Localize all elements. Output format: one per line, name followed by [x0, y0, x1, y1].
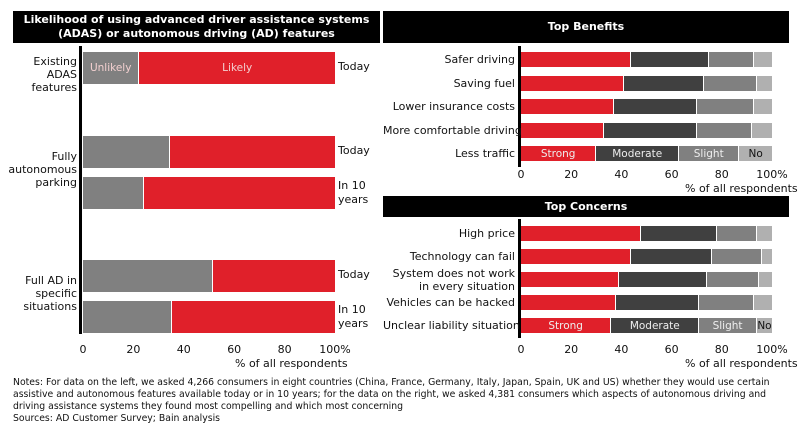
x-tick-label: 0: [517, 343, 525, 356]
category-label: High price: [458, 227, 515, 240]
x-tick-label: 60: [227, 343, 242, 356]
bar-slight: [696, 99, 754, 114]
bar-strong: [521, 226, 641, 241]
category-label: Lower insurance costs: [392, 100, 515, 113]
concerns-y-axis: [518, 219, 521, 338]
concerns-title: Top Concerns: [383, 196, 789, 217]
left-category-label: Existing ADAS features: [31, 55, 77, 94]
bar-strong: [521, 295, 616, 310]
bar-unlikely: [83, 177, 144, 209]
x-tick-label: 100%: [756, 343, 788, 356]
bar-slight: [716, 226, 756, 241]
bar-slight: [696, 122, 751, 138]
x-axis-label: % of all respondents: [685, 357, 798, 370]
notes-text: Notes: For data on the left, we asked 4,…: [13, 377, 770, 412]
bar-likely: [172, 301, 335, 333]
sources-text: Sources: AD Customer Survey; Bain analys…: [13, 413, 221, 424]
bar-moderate: [616, 295, 699, 310]
benefits-y-axis: [518, 46, 521, 167]
bar-moderate: [641, 226, 716, 241]
bar-no: [751, 122, 772, 138]
bar-moderate: Moderate: [611, 318, 699, 333]
category-label: Vehicles can be hacked: [386, 296, 515, 309]
bar-moderate: [631, 52, 709, 67]
category-label: System does not work in every situation: [392, 267, 515, 293]
category-label: Saving fuel: [453, 76, 515, 90]
x-tick-label: 0: [79, 343, 87, 356]
category-label: Safer driving: [444, 53, 515, 66]
bar-moderate: Moderate: [596, 146, 679, 161]
bar-unlikely: Unlikely: [83, 52, 139, 84]
x-tick-label: 100%: [319, 343, 351, 356]
bar-no: [761, 249, 772, 264]
category-label: Less traffic: [455, 147, 515, 160]
bar-no: [756, 75, 772, 91]
bar-slight: Slight: [699, 318, 756, 333]
bar-slight: [704, 75, 756, 91]
bar-strong: Strong: [521, 146, 596, 161]
x-tick-label: 40: [614, 343, 629, 356]
left-category-label: Full AD in specific situations: [23, 274, 77, 313]
notes: Notes: For data on the left, we asked 4,…: [13, 377, 793, 425]
x-tick-label: 60: [664, 168, 679, 181]
category-label: Technology can fail: [409, 250, 515, 263]
bar-likely: [144, 177, 335, 209]
x-tick-label: 60: [664, 343, 679, 356]
x-axis-label: % of all respondents: [685, 182, 798, 195]
bar-slight: [709, 52, 754, 67]
x-tick-label: 20: [564, 343, 579, 356]
bar-slight: [711, 249, 761, 264]
bar-strong: [521, 75, 623, 91]
bar-slight: Slight: [679, 146, 739, 161]
left-y-axis: [79, 46, 82, 334]
x-tick-label: 80: [714, 168, 729, 181]
bar-likely: [212, 260, 335, 292]
category-label: More comfortable driving: [383, 123, 522, 137]
bar-moderate: [618, 272, 706, 287]
bar-likely: [169, 136, 335, 168]
bar-strong: [521, 122, 603, 138]
x-tick-label: 40: [176, 343, 191, 356]
bar-likely: Likely: [139, 52, 335, 84]
left-chart-title: Likelihood of using advanced driver assi…: [13, 11, 380, 43]
x-axis-label: % of all respondents: [235, 357, 348, 370]
bar-strong: [521, 99, 613, 114]
bar-strong: Strong: [521, 318, 611, 333]
benefits-title: Top Benefits: [383, 11, 789, 43]
x-tick-label: 80: [714, 343, 729, 356]
bar-moderate: [623, 75, 704, 91]
period-label: Today: [338, 268, 370, 281]
bar-unlikely: [83, 260, 212, 292]
bar-no: [754, 99, 772, 114]
x-tick-label: 20: [564, 168, 579, 181]
bar-slight: [699, 295, 754, 310]
bar-no: [754, 295, 772, 310]
period-label: In 10 years: [338, 179, 369, 206]
bar-unlikely: [83, 301, 172, 333]
bar-moderate: [631, 249, 711, 264]
bar-strong: [521, 52, 631, 67]
x-tick-label: 100%: [756, 168, 788, 181]
bar-no: [756, 226, 772, 241]
x-tick-label: 20: [126, 343, 141, 356]
period-label: Today: [338, 144, 370, 157]
bar-unlikely: [83, 136, 169, 168]
x-tick-label: 40: [614, 168, 629, 181]
bar-no: No: [756, 318, 772, 333]
x-tick-label: 0: [517, 168, 525, 181]
bar-no: [754, 52, 772, 67]
x-tick-label: 80: [277, 343, 292, 356]
bar-moderate: [613, 99, 696, 114]
left-category-label: Fully autonomous parking: [8, 150, 77, 189]
category-label: Unclear liability situation: [383, 319, 520, 332]
period-label: Today: [338, 60, 370, 73]
period-label: In 10 years: [338, 303, 369, 330]
bar-moderate: [603, 122, 696, 138]
bar-no: [759, 272, 772, 287]
bar-strong: [521, 272, 618, 287]
bar-strong: [521, 249, 631, 264]
bar-slight: [706, 272, 759, 287]
bar-no: No: [739, 146, 772, 161]
